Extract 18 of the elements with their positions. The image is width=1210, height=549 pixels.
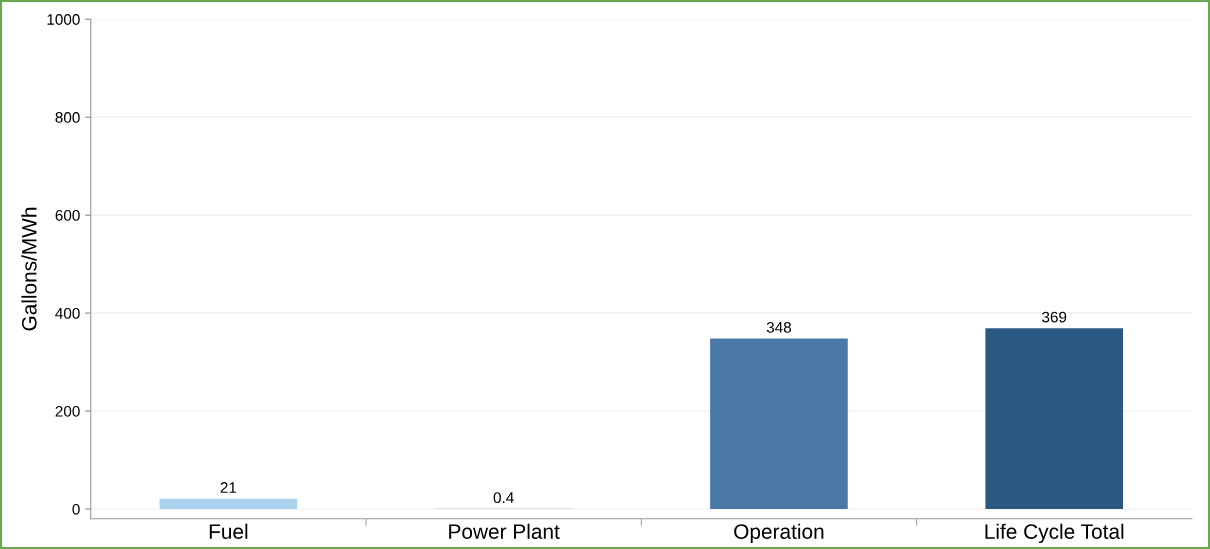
- data-label: 0.4: [493, 492, 514, 504]
- x-tick-label: Life Cycle Total: [985, 523, 1124, 544]
- x-tick-label: Operation: [734, 523, 824, 544]
- y-tick-label: 800: [55, 112, 80, 123]
- y-tick-label: 0: [72, 503, 80, 515]
- bar: [159, 498, 298, 510]
- data-label: 348: [766, 321, 792, 333]
- y-axis-title: Gallons/MWh: [21, 207, 37, 331]
- bar: [985, 328, 1124, 510]
- y-tick-label: 400: [55, 307, 80, 319]
- x-tick-label: Power Plant: [449, 523, 560, 539]
- bar: [710, 338, 848, 510]
- x-tick-label: Fuel: [209, 523, 248, 539]
- y-tick-label: 600: [55, 210, 80, 221]
- y-tick-label: 1000: [47, 14, 80, 25]
- y-tick-label: 200: [55, 405, 80, 417]
- data-label: 369: [1042, 311, 1067, 323]
- data-label: 21: [220, 482, 237, 493]
